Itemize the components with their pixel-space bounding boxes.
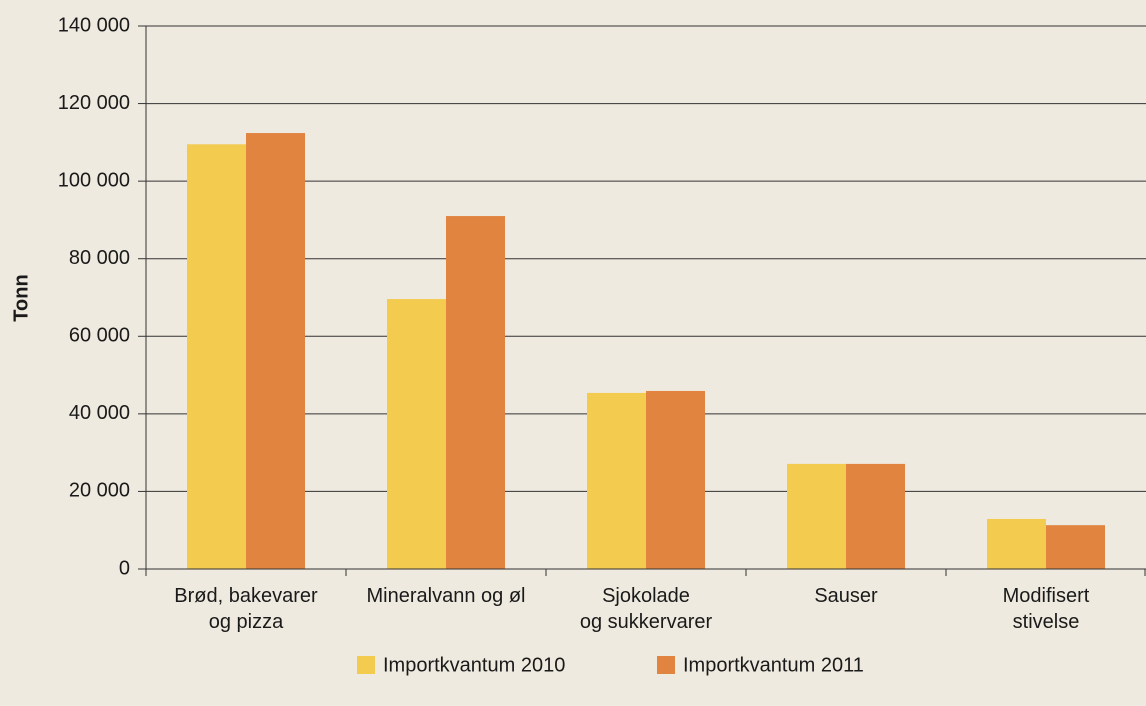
x-tick-label-line: og sukkervarer [580, 611, 713, 633]
legend-swatch [357, 656, 375, 674]
x-tick-label-line: Sauser [814, 585, 878, 607]
x-tick-label-line: og pizza [209, 611, 284, 633]
bar [787, 463, 846, 569]
x-tick-label: Sjokolade og sukkervarer [580, 585, 713, 633]
y-tick-label: 40 000 [69, 402, 130, 424]
legend-swatch [657, 656, 675, 674]
x-tick-label: Sauser [814, 585, 878, 607]
y-tick-label: 20 000 [69, 480, 130, 502]
x-tick-label-line: Brød, bakevarer [174, 585, 318, 607]
bar [646, 390, 705, 569]
bar [246, 133, 305, 569]
x-tick-label-line: Modifisert [1003, 585, 1090, 607]
y-axis-label: Tonn [10, 274, 32, 321]
bar [1046, 525, 1105, 569]
x-tick-label: Modifisert stivelse [1003, 585, 1090, 633]
bar [387, 299, 446, 569]
legend-label: Importkvantum 2011 [683, 654, 864, 676]
y-tick-label: 80 000 [69, 247, 130, 269]
x-tick-label-line: Mineralvann og øl [367, 585, 526, 607]
bar [987, 518, 1046, 569]
legend-label: Importkvantum 2010 [383, 654, 565, 676]
bar [187, 144, 246, 569]
bar [446, 216, 505, 570]
x-tick-label-line: Sjokolade [602, 585, 690, 607]
y-tick-label: 140 000 [58, 14, 130, 36]
y-tick-label: 120 000 [58, 92, 130, 114]
x-tick-label: Brød, bakevarer og pizza [174, 585, 318, 633]
y-tick-label: 100 000 [58, 169, 130, 191]
x-tick-label: Mineralvann og øl [367, 585, 526, 607]
bar [846, 463, 905, 569]
y-tick-label: 60 000 [69, 325, 130, 347]
bar [587, 392, 646, 569]
x-tick-label-line: stivelse [1013, 611, 1080, 633]
y-tick-label: 0 [119, 557, 130, 579]
